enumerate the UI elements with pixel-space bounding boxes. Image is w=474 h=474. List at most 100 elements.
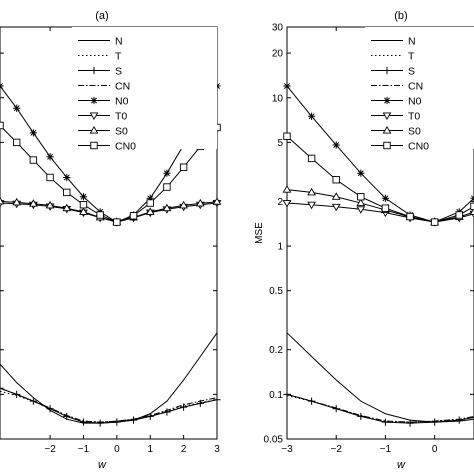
panel-b-xlabel: w [397, 459, 406, 471]
data-point [307, 154, 316, 163]
data-point [357, 169, 365, 177]
panel-b-ylabel: MSE [254, 222, 265, 244]
legend-marker [90, 96, 98, 105]
legend-label: CN0 [115, 141, 136, 153]
y-tick-label: 30 [272, 23, 284, 34]
legend-box [72, 27, 217, 149]
series-line [286, 135, 474, 223]
series-line [286, 395, 474, 423]
data-point [332, 141, 340, 149]
x-tick-label: −1 [380, 444, 392, 455]
data-point [195, 198, 205, 207]
data-point [356, 206, 366, 214]
legend-label: N0 [115, 96, 129, 108]
legend-box [365, 27, 474, 149]
x-tick-label: −3 [281, 444, 293, 455]
panel-b: (b) w MSE −3 −2 −1 03020105210.50.20.10.05 … [254, 10, 474, 471]
data-point [0, 121, 4, 130]
data-point [146, 194, 154, 202]
legend-marker [382, 112, 392, 120]
data-point [283, 82, 291, 90]
data-point [381, 194, 390, 202]
legend-label: T0 [115, 111, 127, 123]
data-point [0, 384, 4, 392]
data-point [96, 419, 104, 427]
y-tick-label: 0.05 [264, 435, 284, 446]
data-point [79, 193, 88, 201]
series-t [286, 395, 474, 423]
series-line [0, 387, 218, 424]
series-line [0, 387, 218, 423]
data-point [282, 185, 292, 193]
legend-marker [382, 126, 392, 134]
x-tick-label: 1 [147, 444, 153, 455]
panel-b-legend: NTS CN N0 T0 S0 CN0 [365, 27, 474, 153]
data-point [28, 199, 38, 207]
data-point [129, 212, 138, 220]
data-point [13, 390, 21, 398]
data-point [79, 201, 88, 209]
legend-label: T [115, 51, 122, 63]
data-point [63, 188, 71, 197]
x-tick-label: 2 [181, 444, 187, 455]
legend-label: CN0 [408, 141, 429, 153]
data-point [146, 199, 154, 207]
data-point [357, 412, 365, 421]
series-line [286, 393, 474, 423]
data-point [162, 203, 172, 212]
y-tick-label: 1 [277, 242, 283, 253]
data-point [307, 201, 316, 210]
legend-marker [90, 141, 98, 150]
data-point [46, 405, 54, 413]
data-point [179, 200, 189, 209]
data-point [308, 112, 316, 120]
data-point [213, 396, 221, 404]
panel-a: (a) w −2 −1 0 1 2 3 NTS CN N0 T0 S0 CN0 [0, 10, 222, 471]
y-tick-label: 20 [272, 49, 284, 60]
y-tick-label: 10 [272, 93, 284, 104]
data-point [0, 196, 5, 205]
data-point [283, 132, 291, 140]
data-point [430, 218, 439, 226]
data-point [63, 173, 71, 182]
legend-marker [383, 96, 391, 105]
data-point [406, 419, 414, 427]
panel-b-title: (b) [394, 10, 407, 22]
data-point [145, 207, 155, 215]
data-point [357, 193, 365, 201]
legend-label: S0 [115, 126, 128, 138]
legend-label: CN [115, 81, 130, 93]
data-point [455, 211, 463, 219]
series-line [286, 332, 474, 423]
data-point [13, 138, 21, 147]
data-point [282, 200, 292, 208]
data-point [62, 203, 72, 212]
panel-a-series [0, 82, 222, 427]
data-point [331, 192, 341, 200]
series-cn [0, 387, 218, 423]
x-tick-label: 0 [114, 444, 120, 455]
panel-a-xlabel: w [98, 459, 107, 471]
legend-marker [90, 66, 98, 75]
legend-label: T [408, 51, 415, 63]
legend-label: T0 [408, 111, 420, 123]
legend-marker [383, 66, 391, 75]
legend-label: S [408, 66, 415, 78]
legend-label: N [408, 36, 416, 48]
x-tick-label: −2 [44, 444, 56, 455]
data-point [79, 418, 88, 426]
data-point [381, 204, 390, 212]
data-point [13, 104, 21, 112]
legend-marker [383, 141, 391, 150]
data-point [332, 405, 340, 413]
series-n [0, 332, 218, 424]
y-tick-label: 0.1 [269, 390, 283, 401]
panel-a-title: (a) [95, 10, 108, 22]
panel-a-legend: NTS CN N0 T0 S0 CN0 [72, 27, 217, 153]
legend-label: S0 [408, 126, 421, 138]
legend-label: N [115, 36, 123, 48]
data-point [113, 418, 121, 426]
data-point [79, 207, 88, 215]
data-point [431, 418, 439, 426]
